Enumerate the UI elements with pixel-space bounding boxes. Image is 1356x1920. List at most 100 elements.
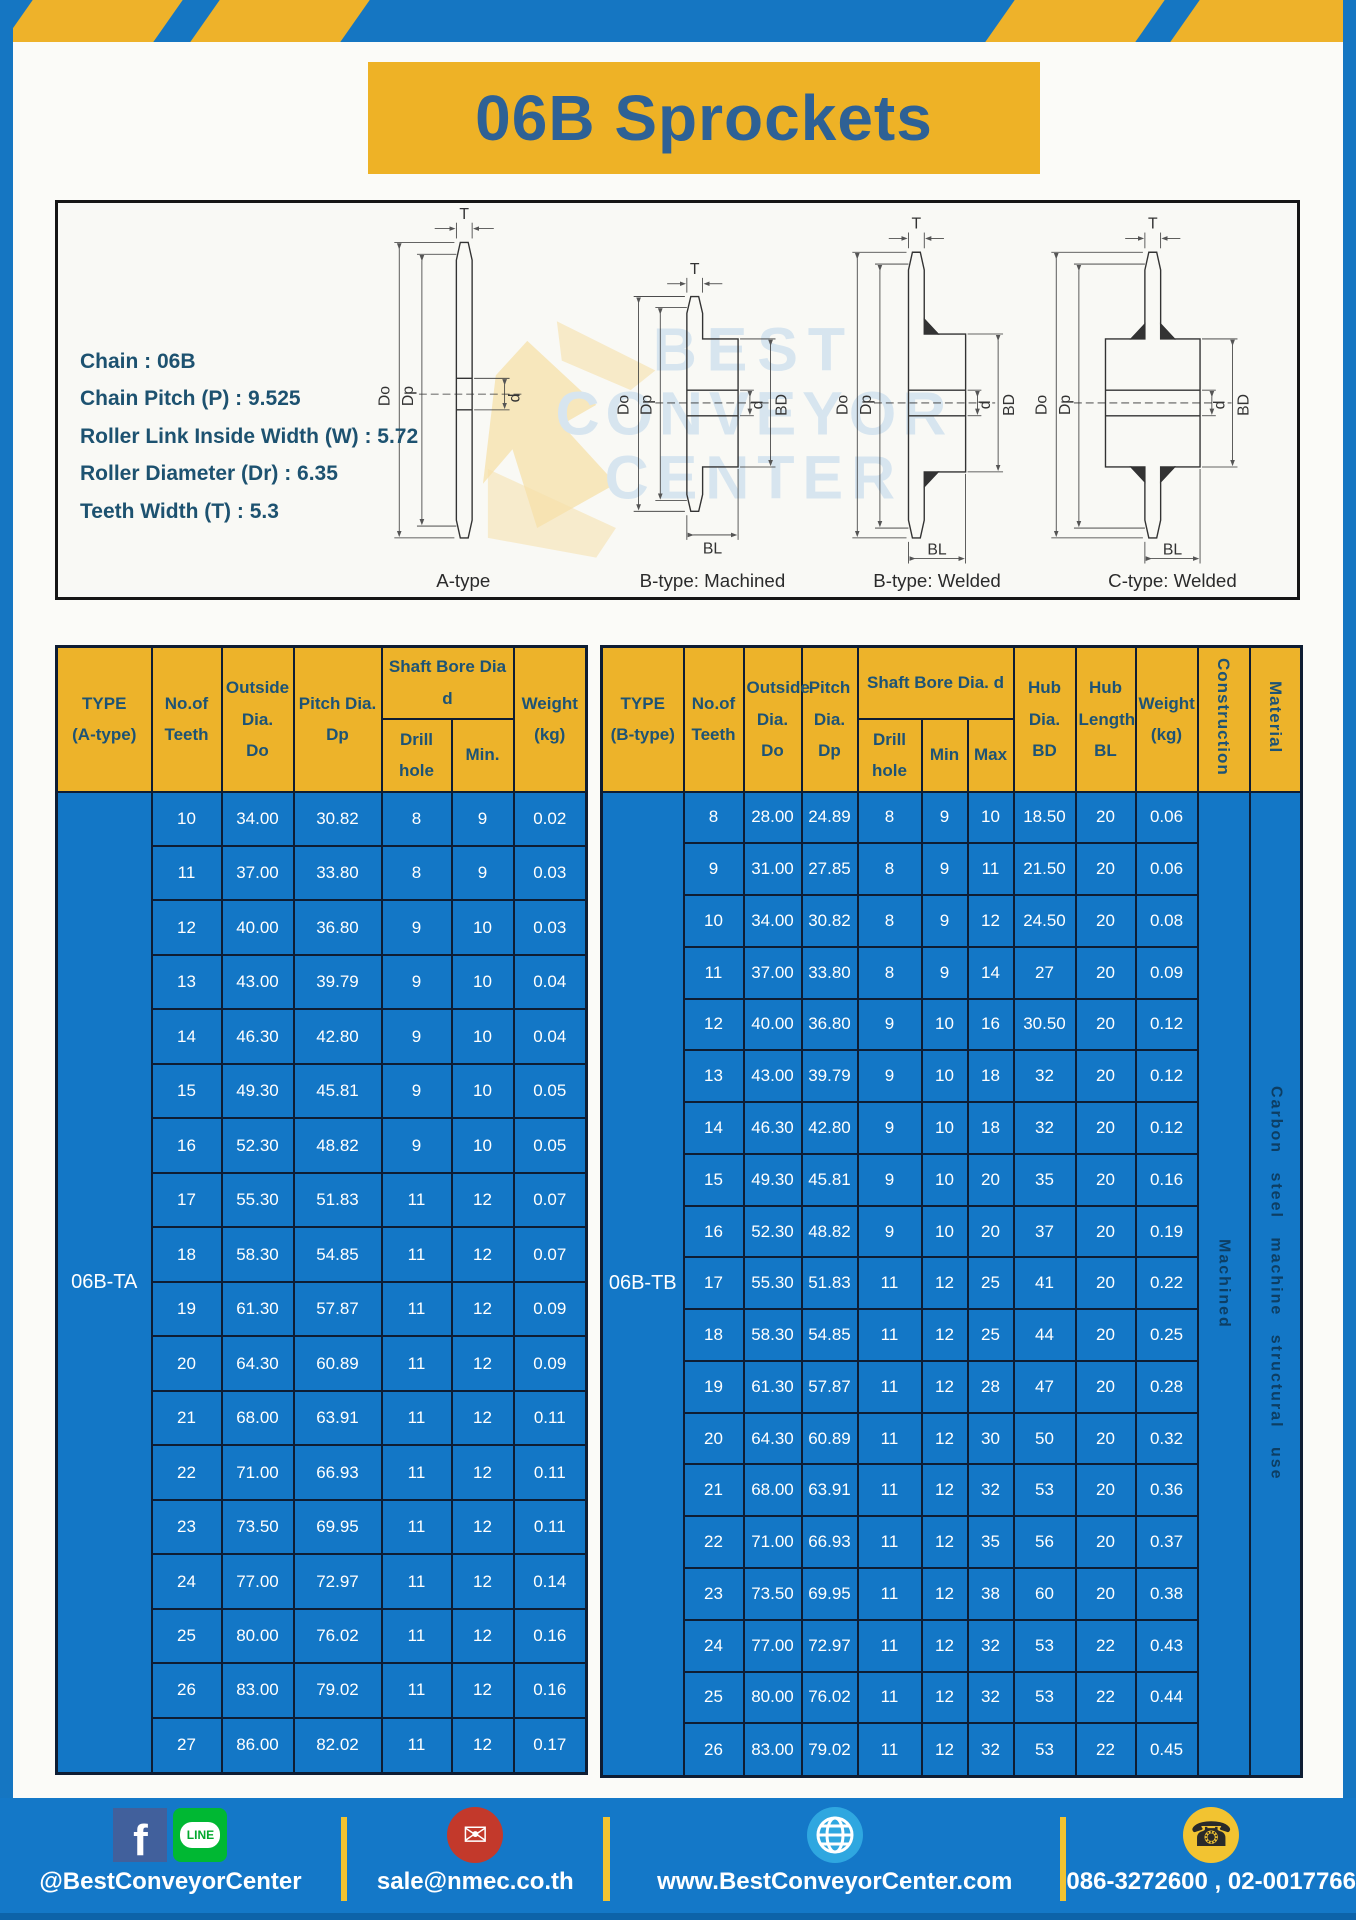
table-cell: 0.45 [1134,1722,1199,1778]
footer-social-section: f LINE @BestConveyorCenter [0,1798,341,1920]
table-cell: 18 [966,1049,1015,1104]
table-cell: 22 [1074,1618,1137,1673]
table-cell: 0.32 [1134,1411,1199,1466]
table-cell: 9 [450,844,515,902]
table-cell: 11 [856,1566,923,1621]
table-row: 18 58.30 54.85 11 12 0.07 [57,1226,588,1283]
table-cell: 41 [1012,1256,1077,1311]
table-cell: 68.00 [220,1389,295,1447]
table-cell: 25 [966,1308,1015,1362]
table-cell: 12 [450,1553,515,1610]
left-border [0,0,13,1807]
table-cell: 26 [682,1722,745,1778]
footer-divider [1059,1817,1067,1901]
facebook-icon[interactable]: f [113,1808,168,1863]
col-header-weight: Weight (kg) [512,645,588,793]
table-cell: 52.30 [220,1117,295,1174]
table-cell: 18 [966,1101,1015,1155]
table-cell: 11 [856,1359,923,1414]
col-header-construction: Construction [1196,645,1251,793]
table-row: 06B-TA 10 34.00 30.82 8 9 0.02 [55,790,588,1775]
phone-numbers[interactable]: 086-3272600 , 02-0017766 [1066,1868,1356,1895]
table-cell: 40.00 [220,899,295,956]
table-cell: 69.95 [292,1498,383,1556]
col-header-hub-dia: Hub Dia. BD [1012,645,1077,793]
table-cell: 53 [1012,1463,1077,1518]
table-cell: 0.38 [1134,1566,1199,1621]
social-handle[interactable]: @BestConveyorCenter [39,1868,302,1895]
table-cell: 15 [150,1062,223,1120]
table-cell: 0.07 [512,1226,588,1283]
table-cell: 45.81 [800,1152,859,1207]
table-cell: 9 [856,1049,923,1104]
table-cell: 21 [150,1389,223,1447]
chain-specs: Chain : 06B Chain Pitch (P) : 9.525 Roll… [80,343,418,530]
table-cell: 58.30 [742,1308,803,1362]
sprocket-drawing-b-welded: Do Dp T d BD BL [834,216,1018,564]
email-icon[interactable]: ✉ [447,1807,504,1863]
table-cell: 12 [450,1280,515,1338]
table-cell: 46.30 [742,1101,803,1155]
caption-a-type: A-type [436,570,490,591]
footer-website-section: www.BestConveyorCenter.com [610,1798,1060,1920]
globe-icon[interactable] [806,1807,863,1863]
svg-text:d: d [506,394,523,403]
table-cell: 60.89 [800,1411,859,1466]
table-cell: 15 [682,1152,745,1207]
table-cell: 20 [682,1411,745,1466]
website-url[interactable]: www.BestConveyorCenter.com [657,1868,1013,1895]
table-cell: 10 [966,790,1015,845]
table-row: 15 49.30 45.81 9 10 0.05 [57,1062,588,1120]
table-cell: 49.30 [220,1062,295,1120]
table-cell: 9 [856,1101,923,1155]
table-cell: 0.44 [1134,1670,1199,1725]
table-cell: 20 [1074,1204,1137,1259]
table-cell: 0.12 [1134,1049,1199,1104]
table-cell: 20 [966,1152,1015,1207]
email-address[interactable]: sale@nmec.co.th [376,1868,574,1895]
watermark: BEST CONVEYOR CENTER [482,315,946,558]
table-cell: 11 [966,842,1015,897]
table-cell: 0.12 [1134,1101,1199,1155]
phone-icon[interactable]: ☎ [1183,1807,1240,1863]
table-cell: 0.05 [512,1062,588,1120]
table-cell: 71.00 [220,1444,295,1501]
svg-text:Do: Do [834,395,851,415]
table-row: 15 49.30 45.81 9 10 20 35 20 0.16 [602,1152,1302,1207]
table-row: 26 83.00 79.02 11 12 32 53 22 0.45 [602,1722,1302,1778]
table-cell: 61.30 [742,1359,803,1414]
table-cell: 0.11 [512,1498,588,1556]
table-cell: 80.00 [220,1607,295,1665]
svg-text:T: T [690,261,700,278]
col-header-max: Max [966,717,1015,793]
table-cell: 33.80 [292,844,383,902]
table-cell: 32 [966,1463,1015,1518]
table-cell: 8 [856,790,923,845]
table-cell: 8 [682,790,745,845]
table-cell: 0.07 [512,1171,588,1229]
table-b-wrapper: TYPE (B-type) No.of Teeth Outside Dia. Do Pi… [600,645,1303,1778]
caption-b-machined: B-type: Machined [640,570,786,591]
diagram-panel: BEST CONVEYOR CENTER [55,200,1300,600]
table-cell: 12 [450,1335,515,1392]
table-cell: 0.03 [512,844,588,902]
table-cell: 63.91 [800,1463,859,1518]
spec-roller-dia: Roller Diameter (Dr) : 6.35 [80,462,338,486]
table-cell: 24.50 [1012,894,1077,948]
table-row: 17 55.30 51.83 11 12 0.07 [57,1171,588,1229]
table-cell: 43.00 [742,1049,803,1104]
table-cell: 52.30 [742,1204,803,1259]
table-row: 22 71.00 66.93 11 12 35 56 20 0.37 [602,1515,1302,1569]
table-cell: 0.22 [1134,1256,1199,1311]
table-cell: 83.00 [742,1722,803,1778]
table-cell: 10 [920,1049,969,1104]
table-cell: 18 [682,1308,745,1362]
table-cell: 66.93 [292,1444,383,1501]
table-cell: 51.83 [292,1171,383,1229]
table-cell: 25 [966,1256,1015,1311]
line-app-icon[interactable]: LINE [173,1808,228,1862]
table-cell: 12 [450,1389,515,1447]
table-cell: 63.91 [292,1389,383,1447]
table-cell: 39.79 [292,953,383,1011]
col-header-min: Min. [450,717,515,793]
